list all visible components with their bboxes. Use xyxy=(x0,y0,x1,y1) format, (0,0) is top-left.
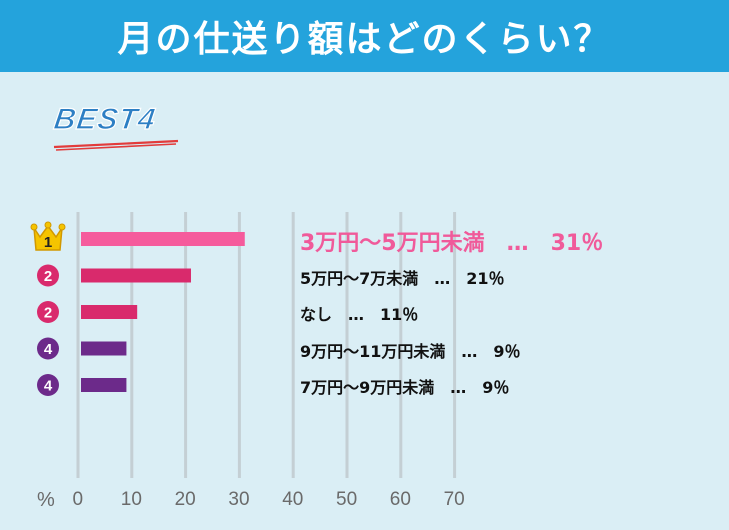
rank-badge-icon xyxy=(37,264,59,287)
rank-badge-icon xyxy=(37,374,59,396)
x-tick-label: 50 xyxy=(336,489,358,510)
crown-ornament xyxy=(30,223,38,231)
bar xyxy=(81,341,127,356)
crown-rank-icon xyxy=(33,224,63,251)
rank-number: 2 xyxy=(44,305,52,322)
best-underline xyxy=(53,139,179,151)
rank-badge-icon xyxy=(37,301,59,323)
title-bar: 月の仕送り額はどのくらい？ xyxy=(0,0,729,72)
bar xyxy=(81,232,245,246)
rank-badge-icon xyxy=(37,337,59,360)
x-tick-label: 70 xyxy=(443,489,465,510)
crown-ornament xyxy=(58,223,66,231)
rank-number: 2 xyxy=(44,268,52,285)
bar-label: 5万円〜7万未満 … 21％ xyxy=(300,268,505,288)
x-tick-label: 60 xyxy=(389,489,411,510)
bar xyxy=(81,305,138,319)
bar xyxy=(81,268,191,283)
x-tick-label: 0 xyxy=(72,489,84,510)
bar-label: 9万円〜11万円未満 … 9％ xyxy=(300,341,521,361)
page-title: 月の仕送り額はどのくらい？ xyxy=(117,19,612,60)
x-tick-label: 10 xyxy=(120,489,142,510)
x-tick-label: 40 xyxy=(282,489,304,510)
bar-label: なし … 11％ xyxy=(300,305,419,324)
crown-ornament xyxy=(44,221,52,229)
x-tick-label: 20 xyxy=(174,489,196,510)
rank-number: 1 xyxy=(44,234,52,251)
bar xyxy=(81,378,127,392)
x-tick-label: 30 xyxy=(228,489,250,510)
rank-number: 4 xyxy=(44,378,53,395)
bar-label: 3万円〜5万円未満 … 31％ xyxy=(300,231,604,256)
bar-label: 7万円〜9万円未満 … 9％ xyxy=(300,378,510,397)
axis-unit-label: % xyxy=(37,489,55,511)
rank-number: 4 xyxy=(44,341,53,358)
